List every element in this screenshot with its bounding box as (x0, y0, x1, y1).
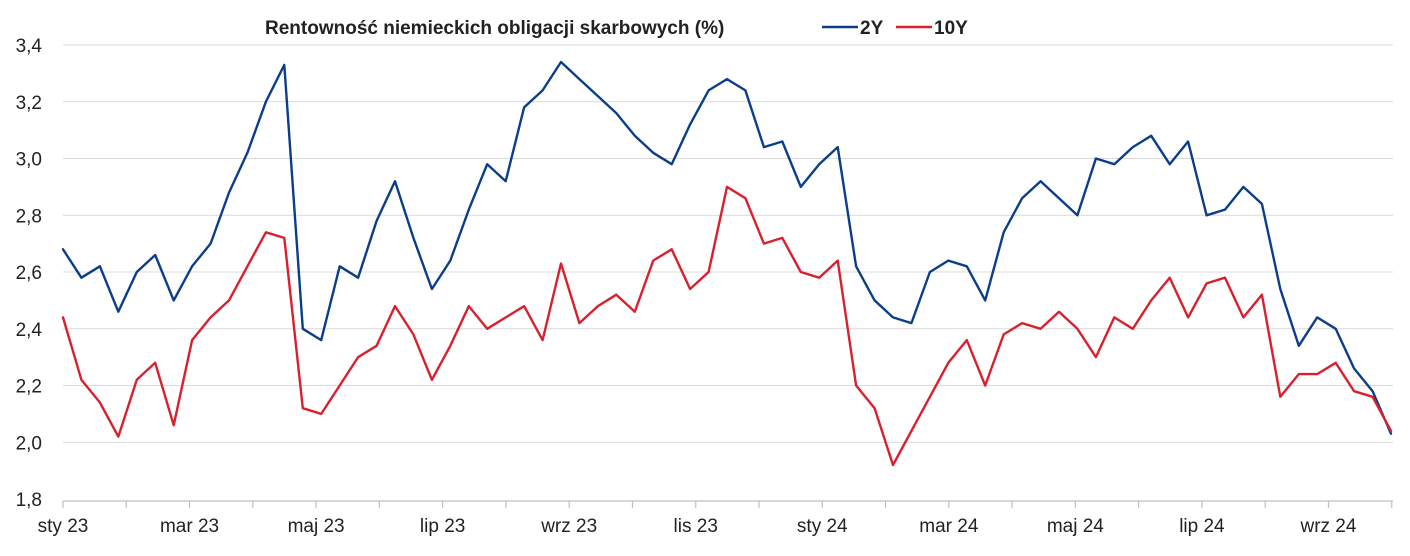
x-axis: sty 23 mar 23 maj 23 lip 23 wrz 23 lis 23 sty … (38, 500, 1393, 537)
legend-label-2y: 2Y (860, 18, 884, 39)
x-tick-label: maj 24 (1047, 516, 1104, 537)
series-line-10y (61, 185, 1393, 467)
y-tick-label: 3,4 (16, 36, 43, 57)
x-tick-label: lip 24 (1179, 516, 1225, 537)
x-tick-label: mar 23 (160, 516, 219, 537)
x-tick-label: maj 23 (288, 516, 345, 537)
x-tick-label: sty 23 (38, 516, 89, 537)
y-tick-label: 2,4 (16, 320, 43, 341)
y-tick-label: 2,8 (16, 206, 42, 227)
series-group (61, 60, 1393, 467)
series-line-2y (61, 60, 1393, 435)
x-tick-label: lip 23 (420, 516, 465, 537)
y-tick-label: 2,6 (16, 263, 42, 284)
legend: 2Y 10Y (822, 18, 968, 39)
chart-title: Rentowność niemieckich obligacji skarbow… (265, 18, 724, 39)
gridlines (63, 44, 1393, 443)
x-tick-label: mar 24 (919, 516, 979, 537)
y-axis: 1,8 2,0 2,2 2,4 2,6 2,8 3,0 3,2 3,4 (16, 36, 43, 511)
x-tick-label: wrz 23 (540, 516, 597, 537)
y-tick-label: 3,0 (16, 150, 42, 171)
x-tick-label: lis 23 (674, 516, 718, 537)
x-tick-label: sty 24 (797, 516, 848, 537)
y-tick-label: 2,2 (16, 377, 42, 398)
y-tick-label: 1,8 (16, 490, 42, 511)
y-tick-label: 3,2 (16, 93, 42, 114)
legend-label-10y: 10Y (934, 18, 968, 39)
y-tick-label: 2,0 (16, 433, 42, 454)
x-tick-label: wrz 24 (1299, 516, 1356, 537)
